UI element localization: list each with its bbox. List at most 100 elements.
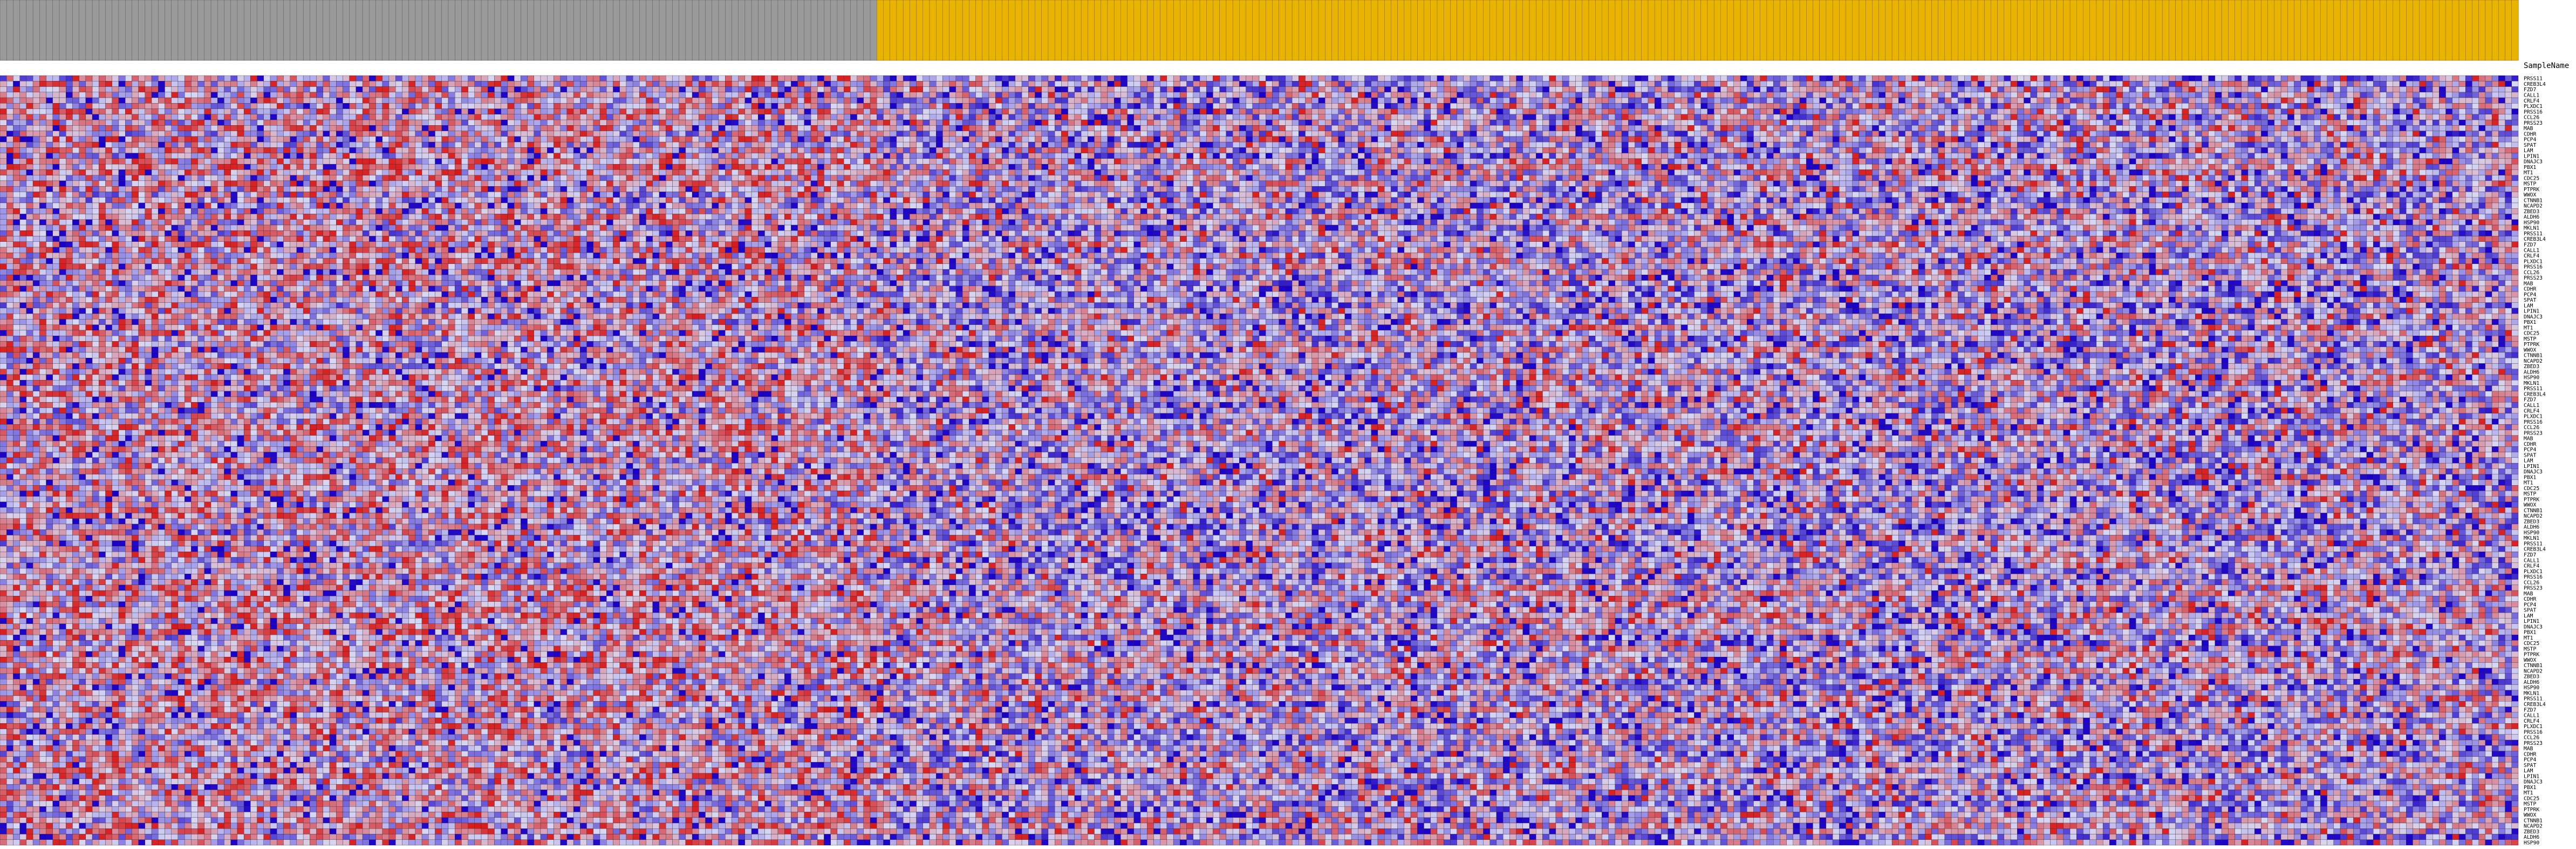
heatmap-cell [1582,92,1589,98]
heatmap-cell [1800,92,1806,98]
heatmap-cell [1193,114,1200,120]
heatmap-cell [389,120,395,125]
heatmap-cell [2294,137,2301,142]
heatmap-cell [534,109,541,114]
heatmap-cell [2149,125,2156,131]
heatmap-cell [1160,137,1167,142]
heatmap-cell [165,87,172,92]
class-header-cell [1898,0,1905,60]
heatmap-cell [2083,76,2089,81]
heatmap-cell [699,120,705,125]
heatmap-cell [692,109,699,114]
heatmap-cell [224,131,230,137]
class-header-cell [1892,0,1899,60]
heatmap-cell [1358,103,1364,108]
heatmap-cell [475,103,481,108]
heatmap-cell [428,98,435,103]
heatmap-cell [1905,76,1912,81]
heatmap-cell [831,109,837,114]
heatmap-cell [639,109,646,114]
heatmap-cell [435,98,442,103]
heatmap-cell [270,103,277,108]
heatmap-cell [1885,109,1892,114]
heatmap-cell [165,76,172,81]
heatmap-cell [1780,131,1786,137]
heatmap-cell [2512,125,2518,131]
heatmap-cell [817,92,824,98]
heatmap-cell [1055,131,1061,137]
heatmap-cell [1655,137,1661,142]
heatmap-cell [1655,92,1661,98]
heatmap-cell [59,137,66,142]
heatmap-cell [706,81,712,86]
heatmap-cell [1009,131,1015,137]
heatmap-cell [1839,125,1846,131]
heatmap-cell [1088,92,1094,98]
heatmap-cell [897,137,903,142]
heatmap-cell [1286,81,1292,86]
heatmap-cell [936,103,942,108]
heatmap-cell [2109,137,2116,142]
heatmap-cell [488,81,494,86]
heatmap-cell [1991,98,1997,103]
heatmap-cell [395,125,402,131]
heatmap-cell [1299,103,1305,108]
heatmap-cell [1213,87,1219,92]
heatmap-cell [1628,92,1635,98]
heatmap-cell [580,125,586,131]
heatmap-cell [2354,125,2360,131]
heatmap-cell [1978,114,1984,120]
class-header-cell [2393,0,2400,60]
heatmap-cell [2209,76,2215,81]
heatmap-cell [659,120,666,125]
heatmap-cell [1998,98,2004,103]
heatmap-cell [139,87,145,92]
class-header-cell [211,0,218,60]
heatmap-cell [1668,81,1675,86]
heatmap-cell [1002,109,1008,114]
heatmap-cell [1180,120,1186,125]
heatmap-cell [1846,109,1853,114]
heatmap-cell [1523,81,1529,86]
heatmap-cell [2254,120,2261,125]
heatmap-cell [1542,103,1549,108]
heatmap-cell [2439,114,2445,120]
heatmap-cell [1259,81,1266,86]
heatmap-cell [1404,114,1411,120]
heatmap-cell [1793,125,1800,131]
heatmap-cell [1931,81,1938,86]
heatmap-cell [2195,137,2202,142]
heatmap-cell [1833,114,1839,120]
heatmap-cell [923,76,930,81]
heatmap-cell [376,125,382,131]
heatmap-cell [2017,131,2024,137]
heatmap-cell [1226,87,1233,92]
heatmap-cell [1048,114,1055,120]
heatmap-cell [837,131,844,137]
heatmap-cell [250,120,257,125]
heatmap-cell [2076,114,2083,120]
heatmap-cell [1503,103,1509,108]
heatmap-cell [1615,137,1622,142]
heatmap-cell [356,109,363,114]
heatmap-cell [1740,81,1747,86]
heatmap-cell [1529,120,1536,125]
heatmap-cell [468,98,475,103]
heatmap-cell [323,98,330,103]
heatmap-cell [13,81,19,86]
heatmap-cell [1075,120,1081,125]
heatmap-cell [1760,87,1767,92]
heatmap-cell [672,103,679,108]
heatmap-cell [1945,109,1951,114]
heatmap-cell [923,109,930,114]
heatmap-cell [1509,87,1516,92]
heatmap-cell [2011,81,2017,86]
heatmap-cell [2209,131,2215,137]
heatmap-cell [1826,114,1833,120]
heatmap-cell [745,81,751,86]
heatmap-cell [1661,125,1668,131]
heatmap-cell [0,98,6,103]
heatmap-cell [2242,81,2248,86]
heatmap-cell [1826,137,1833,142]
heatmap-cell [455,98,461,103]
